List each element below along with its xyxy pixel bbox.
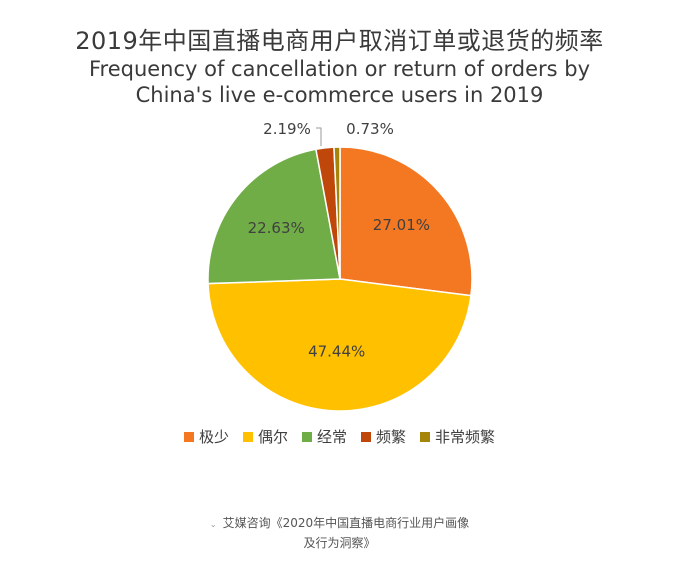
source-text-line-1: 艾媒咨询《2020年中国直播电商行业用户画像 — [222, 516, 470, 530]
chart-subtitle-line-1: Frequency of cancellation or return of o… — [88, 57, 591, 81]
legend-item-often: 经常 — [301, 426, 347, 447]
legend-swatch-frequently — [361, 431, 371, 442]
pie-slice-often — [207, 148, 341, 285]
legend-item-occasionally: 偶尔 — [242, 426, 288, 447]
data-label-rarely: 27.01% — [373, 216, 430, 234]
legend: 极少 偶尔 经常 频繁 非常频繁 — [0, 426, 679, 447]
legend-item-very-frequently: 非常频繁 — [420, 426, 495, 447]
source-line-1: ⌄ 艾媒咨询《2020年中国直播电商行业用户画像 — [0, 514, 679, 534]
legend-item-frequently: 频繁 — [361, 426, 406, 447]
source-text-line-2: 及行为洞察》 — [303, 536, 376, 550]
data-label-occasionally: 47.44% — [308, 343, 365, 361]
leader-line-frequently — [316, 127, 322, 146]
pie-chart: 27.01% 47.44% 22.63% 2.19% 0.73% — [207, 120, 473, 412]
source-mark-icon: ⌄ — [209, 520, 217, 529]
data-label-very-frequently: 0.73% — [346, 120, 394, 138]
legend-swatch-occasionally — [242, 431, 253, 442]
legend-label-rarely: 极少 — [198, 428, 229, 446]
data-label-often: 22.63% — [248, 219, 305, 237]
source-note: ⌄ 艾媒咨询《2020年中国直播电商行业用户画像 及行为洞察》 — [0, 514, 679, 552]
legend-item-rarely: 极少 — [183, 426, 229, 447]
legend-swatch-very-frequently — [420, 431, 431, 442]
legend-swatch-rarely — [183, 431, 194, 442]
legend-label-occasionally: 偶尔 — [257, 428, 288, 446]
data-label-frequently: 2.19% — [263, 120, 311, 138]
pie-slice-rarely — [339, 146, 473, 297]
legend-label-very-frequently: 非常频繁 — [435, 428, 496, 446]
legend-label-often: 经常 — [316, 428, 347, 446]
pie-slice-occasionally — [207, 278, 472, 412]
chart-card: 2019年中国直播电商用户取消订单或退货的频率 Frequency of can… — [0, 26, 679, 447]
pie-slice-very-frequently — [333, 146, 341, 280]
chart-title: 2019年中国直播电商用户取消订单或退货的频率 — [75, 27, 604, 55]
legend-swatch-often — [301, 431, 312, 442]
chart-subtitle-line-2: China's live e-commerce users in 2019 — [135, 83, 544, 107]
legend-label-frequently: 频繁 — [376, 428, 407, 446]
title-block: 2019年中国直播电商用户取消订单或退货的频率 Frequency of can… — [0, 26, 679, 108]
